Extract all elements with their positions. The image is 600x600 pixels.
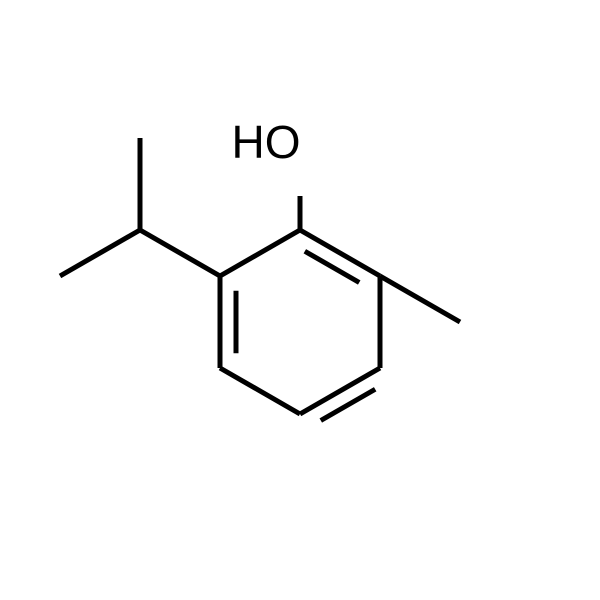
diagram-background bbox=[0, 0, 600, 600]
molecule-diagram: HO bbox=[0, 0, 600, 600]
atom-label: HO bbox=[232, 116, 301, 168]
